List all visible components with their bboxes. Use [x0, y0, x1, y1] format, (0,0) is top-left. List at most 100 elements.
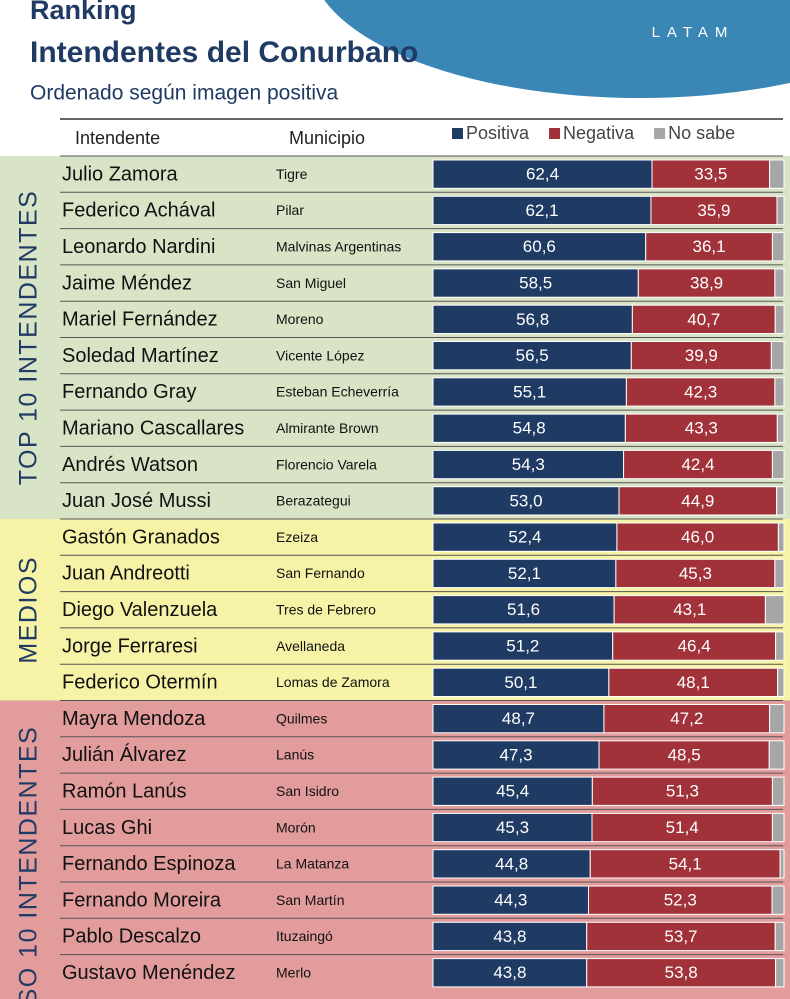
bar-segment: [770, 341, 785, 371]
municipio-name: Tres de Febrero: [276, 601, 376, 617]
column-header: Municipio: [289, 128, 365, 148]
bar-segment: [776, 486, 785, 516]
intendente-name: Fernando Gray: [62, 381, 197, 403]
municipio-name: Florencio Varela: [276, 456, 377, 472]
bar-segment: [432, 377, 627, 407]
intendente-name: Jorge Ferraresi: [62, 635, 198, 657]
value-label: 45,3: [679, 564, 712, 583]
bar-segment: [432, 195, 652, 226]
bar-segment: [645, 232, 773, 262]
value-label: 43,3: [685, 419, 718, 438]
chart-title: Ranking: [30, 0, 137, 25]
value-label: 54,8: [513, 419, 546, 438]
value-label: 47,3: [499, 745, 532, 764]
value-label: 47,2: [670, 709, 703, 728]
bar-segment: [775, 958, 785, 988]
bar-segment: [631, 304, 776, 335]
bar-segment: [774, 558, 785, 589]
value-label: 46,0: [681, 528, 714, 547]
value-label: 36,1: [693, 237, 726, 256]
legend-label: Negativa: [563, 123, 635, 143]
bar-segment: [771, 812, 785, 843]
municipio-name: Ituzaingó: [276, 928, 333, 944]
bar-segment: [586, 921, 776, 952]
bar-segment: [764, 595, 785, 625]
value-label: 54,3: [512, 455, 545, 474]
intendente-name: Gastón Granados: [62, 526, 220, 548]
column-header: Intendente: [75, 128, 160, 148]
bar-segment: [774, 268, 785, 298]
intendente-name: Julián Álvarez: [62, 743, 187, 766]
legend-label: No sabe: [668, 123, 735, 143]
bar-segment: [774, 921, 785, 952]
intendente-name: Jaime Méndez: [62, 272, 192, 294]
municipio-name: Ezeiza: [276, 529, 318, 545]
value-label: 51,4: [666, 818, 699, 837]
legend-swatch: [452, 128, 463, 139]
intendente-name: Federico Achával: [62, 200, 215, 222]
value-label: 53,7: [664, 927, 697, 946]
intendente-name: Fernando Moreira: [62, 889, 222, 911]
intendente-name: Andrés Watson: [62, 454, 198, 476]
bar-segment: [776, 195, 785, 226]
value-label: 38,9: [690, 274, 723, 293]
value-label: 44,8: [495, 854, 528, 873]
logo-shape: [324, 0, 790, 98]
bar-segment: [432, 449, 625, 480]
bar-segment: [625, 377, 776, 407]
bar-segment: [432, 159, 653, 189]
intendente-name: Fernando Espinoza: [62, 853, 236, 875]
bar-segment: [432, 558, 617, 589]
bar-segment: [777, 522, 785, 552]
bar-segment: [432, 885, 589, 915]
value-label: 42,3: [684, 382, 717, 401]
value-label: 52,1: [508, 564, 541, 583]
municipio-name: San Isidro: [276, 783, 339, 799]
value-label: 44,3: [494, 891, 527, 910]
intendente-name: Federico Otermín: [62, 672, 218, 694]
bar-segment: [769, 159, 785, 189]
bar-segment: [432, 740, 600, 770]
legend-label: Positiva: [466, 123, 530, 143]
value-label: 42,4: [681, 455, 714, 474]
bar-segment: [618, 486, 778, 516]
bar-segment: [591, 776, 773, 806]
bar-segment: [616, 522, 779, 552]
value-label: 56,8: [516, 310, 549, 329]
municipio-name: Morón: [276, 819, 316, 835]
bar-segment: [624, 413, 778, 443]
municipio-name: Lomas de Zamora: [276, 674, 390, 690]
value-label: 53,0: [509, 491, 542, 510]
value-label: 33,5: [694, 165, 727, 184]
rows: TOP 10 INTENDENTES MEDIOS ISO 10 INTENDENT…: [0, 155, 790, 999]
value-label: 56,5: [516, 346, 549, 365]
value-label: 43,8: [493, 927, 526, 946]
municipio-name: Berazategui: [276, 493, 351, 509]
intendente-name: Gustavo Menéndez: [62, 962, 235, 984]
bar-segment: [769, 704, 785, 734]
bar-segment: [612, 631, 777, 661]
municipio-name: Avellaneda: [276, 638, 345, 654]
value-label: 55,1: [513, 382, 546, 401]
bar-segment: [589, 849, 781, 879]
intendente-name: Juan Andreotti: [62, 563, 190, 585]
value-label: 51,6: [507, 600, 540, 619]
bar-segment: [586, 958, 777, 988]
bar-segment: [432, 522, 618, 552]
group-label: TOP 10 INTENDENTES: [15, 190, 43, 486]
municipio-name: San Martín: [276, 892, 344, 908]
value-label: 48,5: [668, 745, 701, 764]
bar-segment: [771, 449, 785, 480]
value-label: 62,4: [526, 165, 559, 184]
intendente-name: Ramón Lanús: [62, 781, 187, 803]
municipio-name: Tigre: [276, 166, 308, 182]
value-label: 51,3: [666, 782, 699, 801]
value-label: 60,6: [523, 237, 556, 256]
bar-segment: [623, 449, 773, 480]
intendente-name: Pablo Descalzo: [62, 926, 201, 948]
value-label: 40,7: [687, 310, 720, 329]
bar-segment: [768, 740, 785, 770]
municipio-name: Quilmes: [276, 710, 327, 726]
intendente-name: Juan José Mussi: [62, 490, 211, 512]
